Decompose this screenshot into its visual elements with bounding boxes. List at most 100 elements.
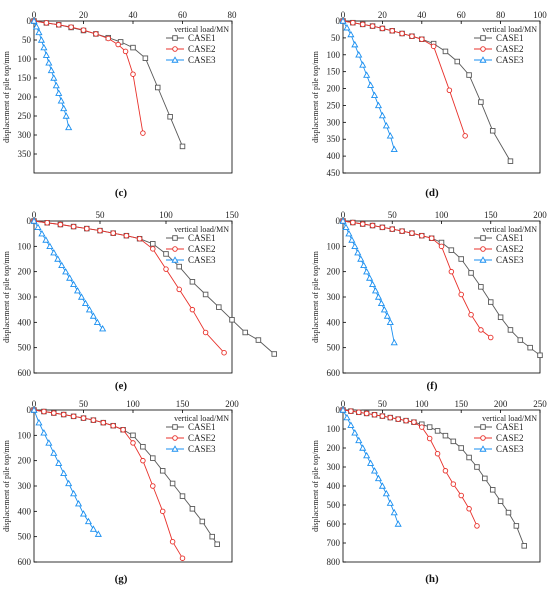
data-point-case3 (378, 482, 386, 489)
y-tick-label: 50 (22, 35, 32, 45)
data-point-case3 (354, 248, 362, 256)
data-point-case1 (199, 518, 206, 525)
y-tick-label: 0 (336, 216, 341, 226)
data-point-case2 (43, 20, 50, 26)
x-tick-label: 60 (178, 10, 188, 20)
data-point-case2 (450, 481, 457, 487)
y-tick-label: 400 (18, 317, 32, 327)
data-point-case1 (497, 314, 504, 321)
panel-label: (d) (425, 187, 439, 199)
data-point-case2 (468, 311, 474, 318)
data-point-case3 (89, 525, 97, 532)
data-point-case2 (189, 306, 196, 313)
data-point-case3 (355, 51, 363, 58)
legend-marker (171, 56, 179, 63)
y-axis-label: displacement of pile top/mm (2, 439, 11, 532)
data-point-case2 (202, 329, 209, 336)
data-point-case2 (93, 31, 99, 37)
data-point-case1 (209, 533, 215, 540)
x-tick-label: 20 (378, 10, 388, 20)
data-point-case3 (46, 242, 54, 250)
data-point-case2 (466, 506, 472, 512)
data-point-case1 (154, 84, 161, 91)
x-tick-label: 0 (341, 210, 346, 220)
y-tick-label: 200 (327, 267, 341, 277)
data-point-case3 (390, 338, 398, 346)
data-point-case1 (442, 432, 449, 439)
data-point-case3 (85, 305, 94, 313)
data-point-case3 (35, 418, 43, 426)
x-tick-label: 50 (388, 210, 398, 220)
series-line-case3 (33, 220, 103, 329)
y-tick-label: 350 (327, 134, 341, 144)
data-point-case3 (30, 17, 38, 24)
data-point-case3 (370, 91, 379, 99)
data-point-case3 (45, 59, 53, 66)
legend-marker (480, 424, 486, 430)
x-axis-label: vertical load/MN (174, 414, 229, 423)
data-point-case3 (73, 286, 82, 294)
data-point-case3 (347, 30, 355, 38)
data-point-case3 (77, 293, 86, 300)
x-tick-label: 100 (126, 399, 140, 409)
data-point-case2 (359, 221, 366, 227)
data-point-case2 (44, 220, 50, 226)
data-point-case3 (50, 248, 58, 256)
data-point-case1 (442, 48, 449, 55)
x-tick-label: 150 (225, 210, 239, 220)
legend-label: CASE3 (496, 444, 524, 454)
y-tick-label: 0 (336, 405, 341, 415)
data-point-case2 (419, 232, 425, 239)
data-point-case2 (140, 457, 146, 464)
data-point-case2 (136, 235, 143, 242)
data-point-case1 (426, 424, 433, 430)
y-tick-label: 0 (336, 16, 341, 26)
x-tick-label: 50 (378, 399, 388, 409)
y-axis-label: displacement of pile top/mm (311, 250, 320, 343)
data-point-case2 (90, 417, 97, 423)
x-axis-label: vertical load/MN (482, 414, 537, 423)
data-point-case2 (169, 538, 176, 545)
data-point-case2 (110, 422, 116, 429)
data-point-case1 (521, 543, 527, 549)
x-tick-label: 80 (228, 10, 238, 20)
data-point-case2 (389, 226, 396, 232)
chart-panel-c: 0 20 40 60 80 0 50 100 150 200 250 300 350 vertical l… (2, 10, 237, 199)
legend-label: CASE2 (496, 244, 524, 254)
series-line-case2 (33, 20, 144, 134)
data-point-case2 (458, 291, 464, 298)
y-tick-label: 300 (327, 117, 341, 127)
x-tick-label: 0 (32, 210, 37, 220)
data-point-case3 (351, 242, 359, 250)
data-point-case2 (446, 87, 453, 93)
data-point-case3 (45, 439, 53, 446)
y-tick-label: 100 (18, 54, 32, 64)
y-tick-label: 300 (18, 481, 32, 491)
y-tick-label: 400 (327, 317, 341, 327)
data-point-case2 (130, 71, 136, 77)
series-line-case2 (33, 409, 183, 559)
legend-marker (480, 246, 486, 252)
data-point-case2 (442, 468, 449, 474)
data-point-case3 (55, 89, 63, 96)
data-point-case2 (371, 412, 378, 418)
data-point-case3 (47, 66, 55, 74)
y-tick-label: 500 (18, 532, 32, 542)
data-point-case3 (62, 267, 70, 275)
data-point-case3 (52, 81, 60, 89)
y-tick-label: 300 (18, 130, 32, 140)
data-point-case3 (50, 74, 58, 81)
y-tick-label: 600 (327, 368, 341, 378)
panel-label: (e) (115, 380, 128, 392)
y-axis-label: displacement of pile top/mm (311, 439, 320, 532)
y-tick-label: 0 (27, 405, 32, 415)
data-point-case3 (60, 469, 68, 477)
y-tick-label: 100 (18, 430, 32, 440)
data-point-case2 (105, 35, 111, 42)
data-point-case2 (488, 334, 494, 341)
data-point-case1 (255, 337, 262, 343)
chart-panel-g: 0 50 100 150 200 0 100 200 300 400 500 600 vertical … (2, 399, 239, 585)
data-point-case1 (517, 337, 524, 343)
data-point-case1 (189, 506, 196, 512)
data-point-case1 (179, 143, 186, 150)
